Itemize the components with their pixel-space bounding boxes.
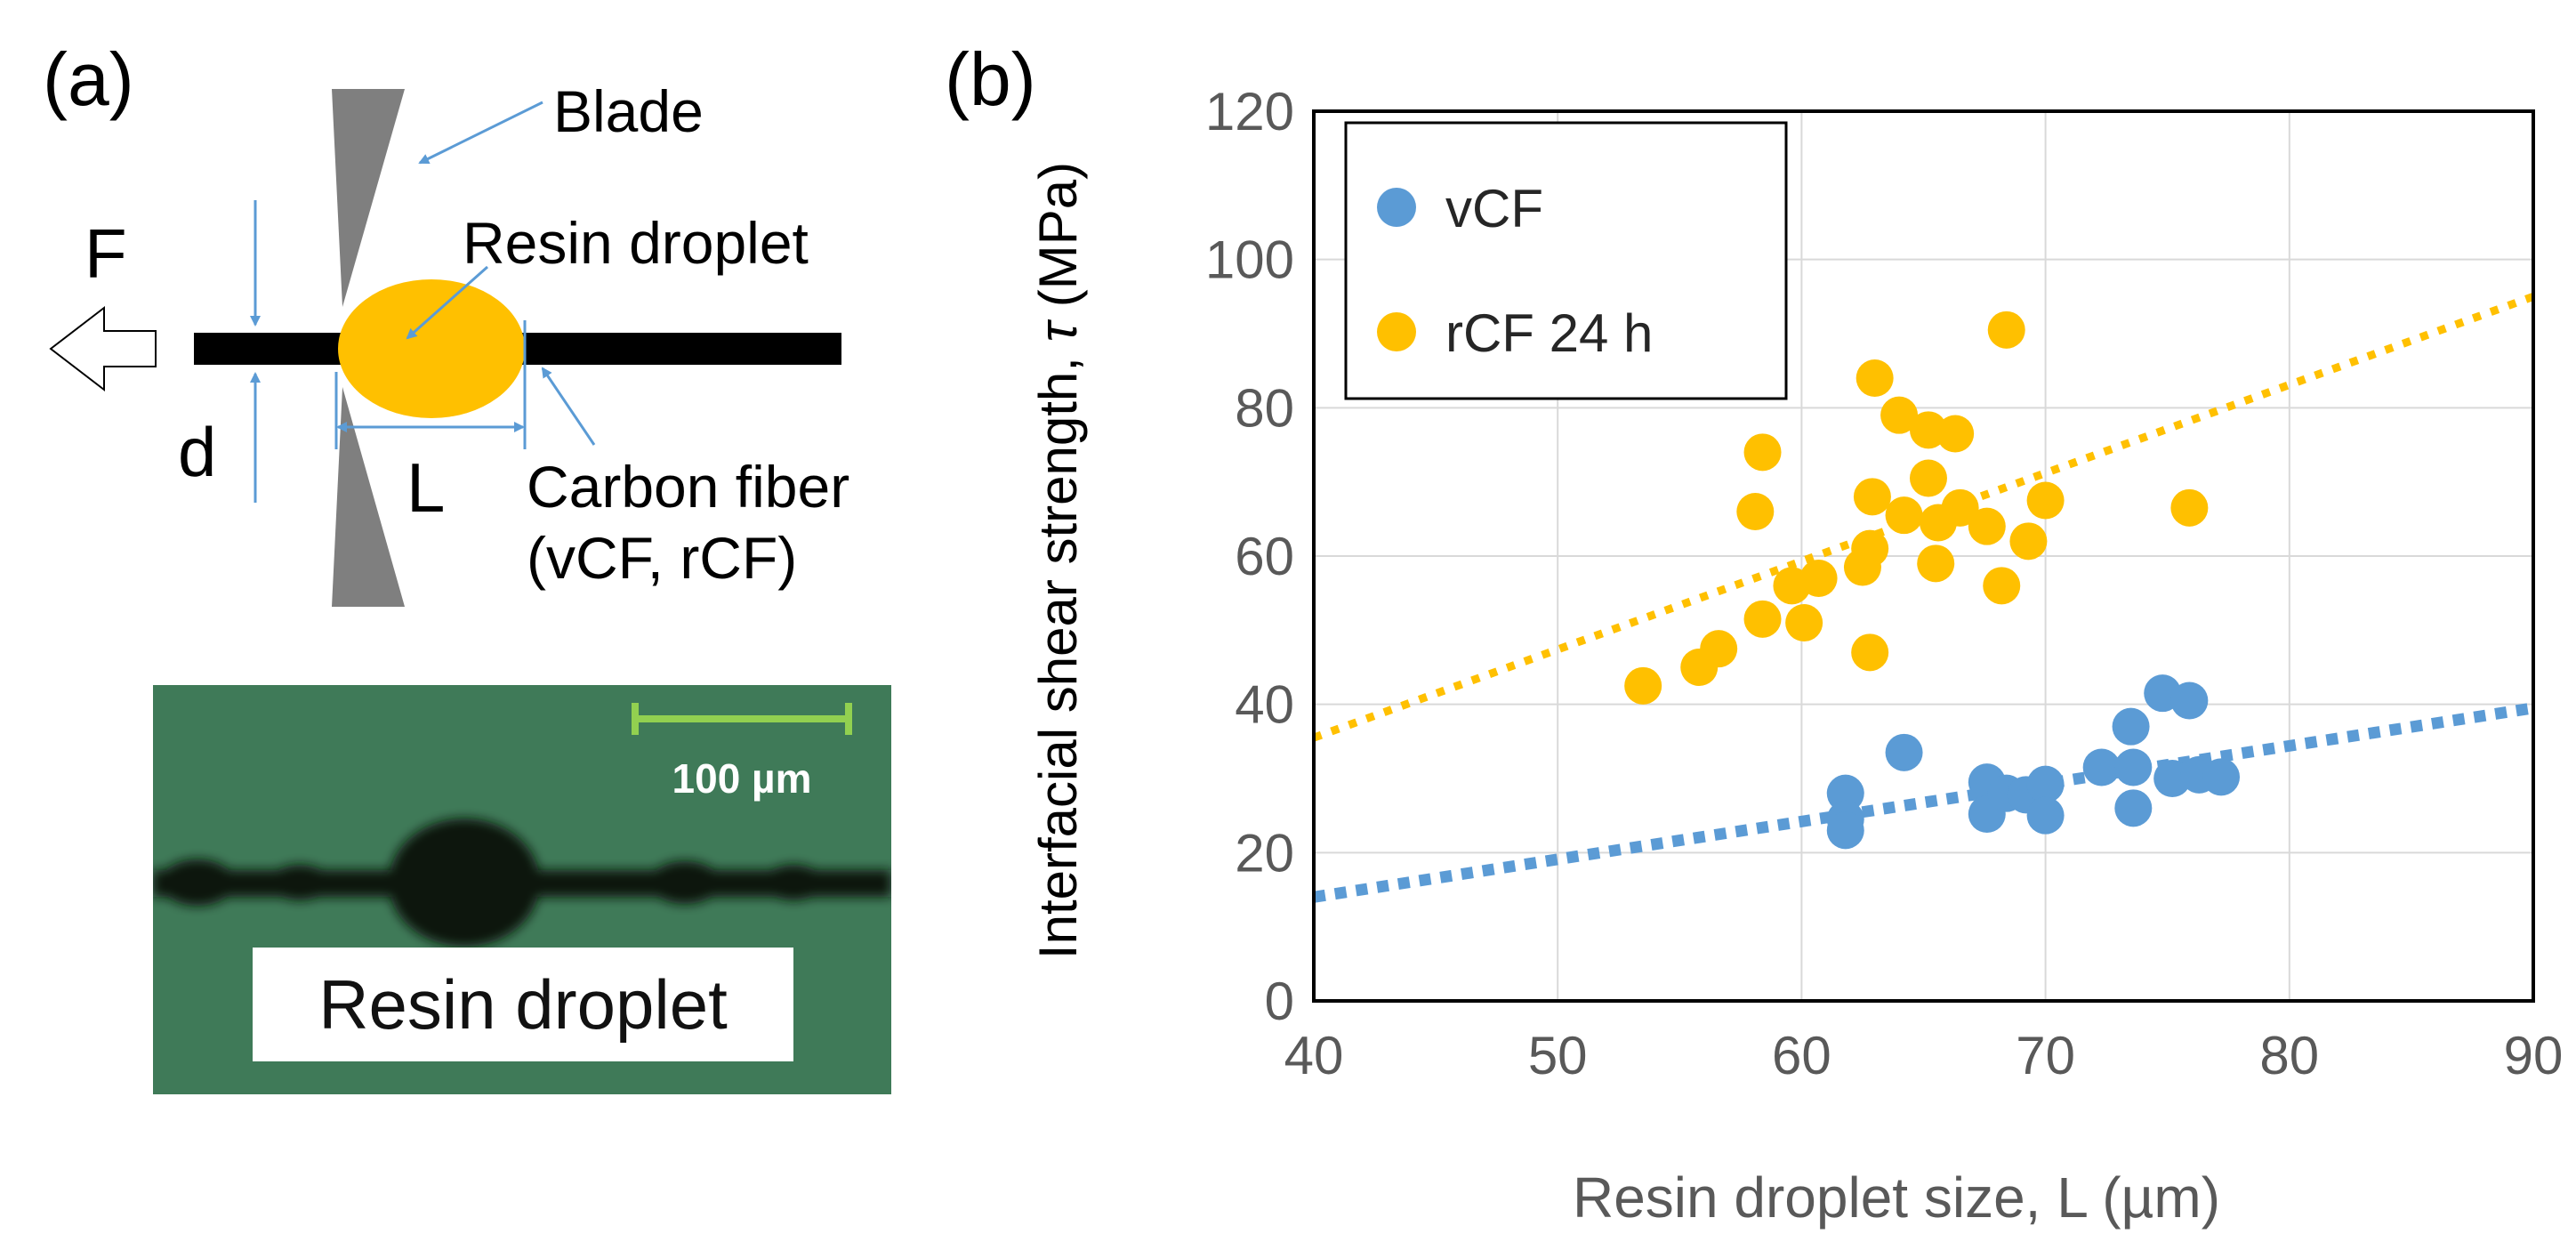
micro-droplet-left	[160, 859, 235, 906]
point-rcf	[1736, 493, 1775, 530]
point-rcf	[2026, 481, 2065, 520]
point-rcf	[1700, 630, 1738, 668]
point-rcf	[1624, 666, 1662, 705]
blade-label: Blade	[553, 78, 704, 144]
data-points	[1624, 311, 2241, 850]
fiber-label-line1: Carbon fiber	[527, 454, 849, 520]
x-tick-label: 60	[1772, 1026, 1831, 1085]
x-tick-label: 80	[2259, 1026, 2319, 1085]
point-vcf	[2026, 765, 2065, 803]
resin-droplet	[338, 279, 525, 418]
point-vcf	[1885, 733, 1923, 771]
droplet-label: Resin droplet	[463, 210, 809, 276]
x-tick-label: 40	[1284, 1026, 1344, 1085]
y-axis-title-symbol: τ	[1028, 319, 1088, 342]
panel-b-label: (b)	[945, 37, 1036, 121]
droplet-micrograph: 100 µm Resin droplet	[153, 685, 891, 1094]
point-rcf	[2170, 488, 2209, 527]
diameter-label: d	[178, 413, 216, 491]
plot-frame	[1312, 109, 2535, 1003]
micro-droplet-mid	[270, 865, 330, 900]
y-axis-title-suffix: (MPa)	[1028, 162, 1088, 322]
point-vcf	[2026, 796, 2065, 835]
trendlines	[1312, 293, 2535, 903]
droplet-leader	[406, 265, 488, 340]
point-rcf	[1785, 604, 1823, 641]
point-rcf	[1799, 560, 1838, 597]
point-rcf	[1851, 633, 1889, 672]
micro-droplet-far-right	[763, 865, 824, 900]
fiber-label-line2: (vCF, rCF)	[527, 525, 797, 591]
point-rcf	[1968, 507, 2006, 545]
point-rcf	[1885, 496, 1923, 535]
micro-droplet-large	[389, 819, 540, 947]
panel-a-label: (a)	[43, 37, 134, 121]
legend-marker-vcf	[1377, 188, 1416, 227]
point-vcf	[2114, 748, 2153, 786]
point-vcf	[2170, 682, 2209, 720]
fiber-leader	[541, 367, 596, 446]
micro-droplet-right	[649, 861, 720, 904]
point-rcf	[1987, 311, 2025, 349]
point-vcf	[1826, 811, 1864, 850]
point-vcf	[2202, 758, 2241, 796]
length-label: L	[407, 448, 445, 527]
y-tick-label: 80	[1235, 378, 1294, 438]
point-rcf	[1983, 567, 2021, 605]
y-tick-label: 20	[1235, 823, 1294, 883]
point-rcf	[1909, 459, 1947, 497]
micrograph-caption: Resin droplet	[253, 948, 793, 1061]
blade-leader	[418, 101, 543, 165]
legend-label-vcf: vCF	[1445, 179, 1543, 238]
tick-labels: 40 50 60 70 80 90 0 20 40 60 80 100 120	[1205, 82, 2563, 1085]
legend-label-rcf: rCF 24 h	[1445, 303, 1653, 363]
droplet-test-schematic: (a) F d L Blade Resin droplet Carbon fib…	[43, 37, 849, 607]
point-rcf	[2009, 522, 2048, 561]
x-tick-label: 50	[1528, 1026, 1588, 1085]
point-rcf	[1917, 544, 1955, 583]
scale-bar-label: 100 µm	[672, 755, 812, 802]
point-vcf	[2114, 789, 2153, 827]
point-rcf	[1880, 396, 1919, 434]
y-tick-label: 0	[1265, 972, 1294, 1031]
point-rcf	[1936, 415, 1975, 453]
y-axis-title: Interfacial shear strength, τ (MPa)	[1028, 162, 1088, 959]
force-label: F	[85, 214, 127, 293]
point-rcf	[1743, 600, 1782, 638]
point-rcf	[1853, 478, 1891, 516]
plot-border	[1312, 109, 2535, 1003]
trendline-vcf	[1313, 702, 2534, 903]
legend-marker-rcf	[1377, 312, 1416, 351]
point-rcf	[1851, 529, 1889, 568]
legend-box	[1344, 121, 1788, 400]
x-tick-label: 90	[2504, 1026, 2564, 1085]
force-arrow-icon	[49, 305, 157, 392]
x-tick-label: 70	[2016, 1026, 2075, 1085]
point-vcf	[2082, 748, 2121, 786]
blade-upper	[332, 89, 405, 307]
y-tick-label: 120	[1205, 82, 1294, 141]
point-rcf	[1941, 488, 1979, 527]
point-rcf	[1856, 359, 1894, 397]
y-tick-label: 60	[1235, 527, 1294, 586]
y-axis-title-prefix: Interfacial shear strength,	[1028, 342, 1088, 959]
blade-lower	[332, 387, 405, 607]
x-axis-title: Resin droplet size, L (µm)	[1573, 1165, 2220, 1230]
y-tick-label: 40	[1235, 675, 1294, 735]
point-vcf	[1826, 774, 1864, 812]
y-tick-label: 100	[1205, 230, 1294, 290]
point-rcf	[1743, 433, 1782, 472]
chart-legend: vCF rCF 24 h	[1344, 121, 1788, 400]
point-vcf	[2112, 707, 2150, 746]
